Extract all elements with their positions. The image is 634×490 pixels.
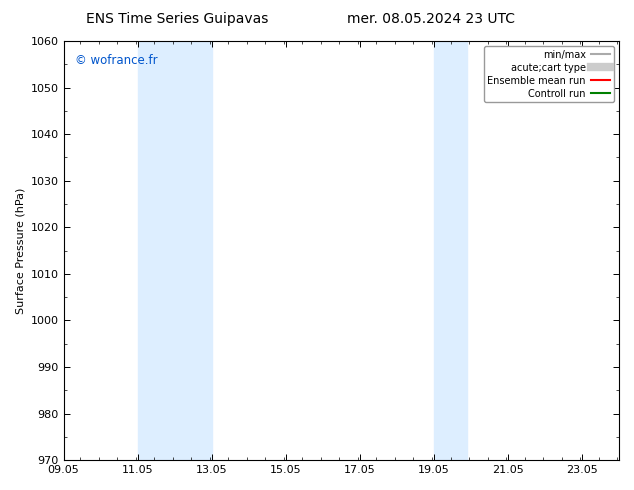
Bar bbox=[138, 41, 212, 460]
Text: mer. 08.05.2024 23 UTC: mer. 08.05.2024 23 UTC bbox=[347, 12, 515, 26]
Text: ENS Time Series Guipavas: ENS Time Series Guipavas bbox=[86, 12, 269, 26]
Text: © wofrance.fr: © wofrance.fr bbox=[75, 53, 157, 67]
Bar bbox=[434, 41, 467, 460]
Legend: min/max, acute;cart type, Ensemble mean run, Controll run: min/max, acute;cart type, Ensemble mean … bbox=[484, 46, 614, 102]
Y-axis label: Surface Pressure (hPa): Surface Pressure (hPa) bbox=[15, 187, 25, 314]
